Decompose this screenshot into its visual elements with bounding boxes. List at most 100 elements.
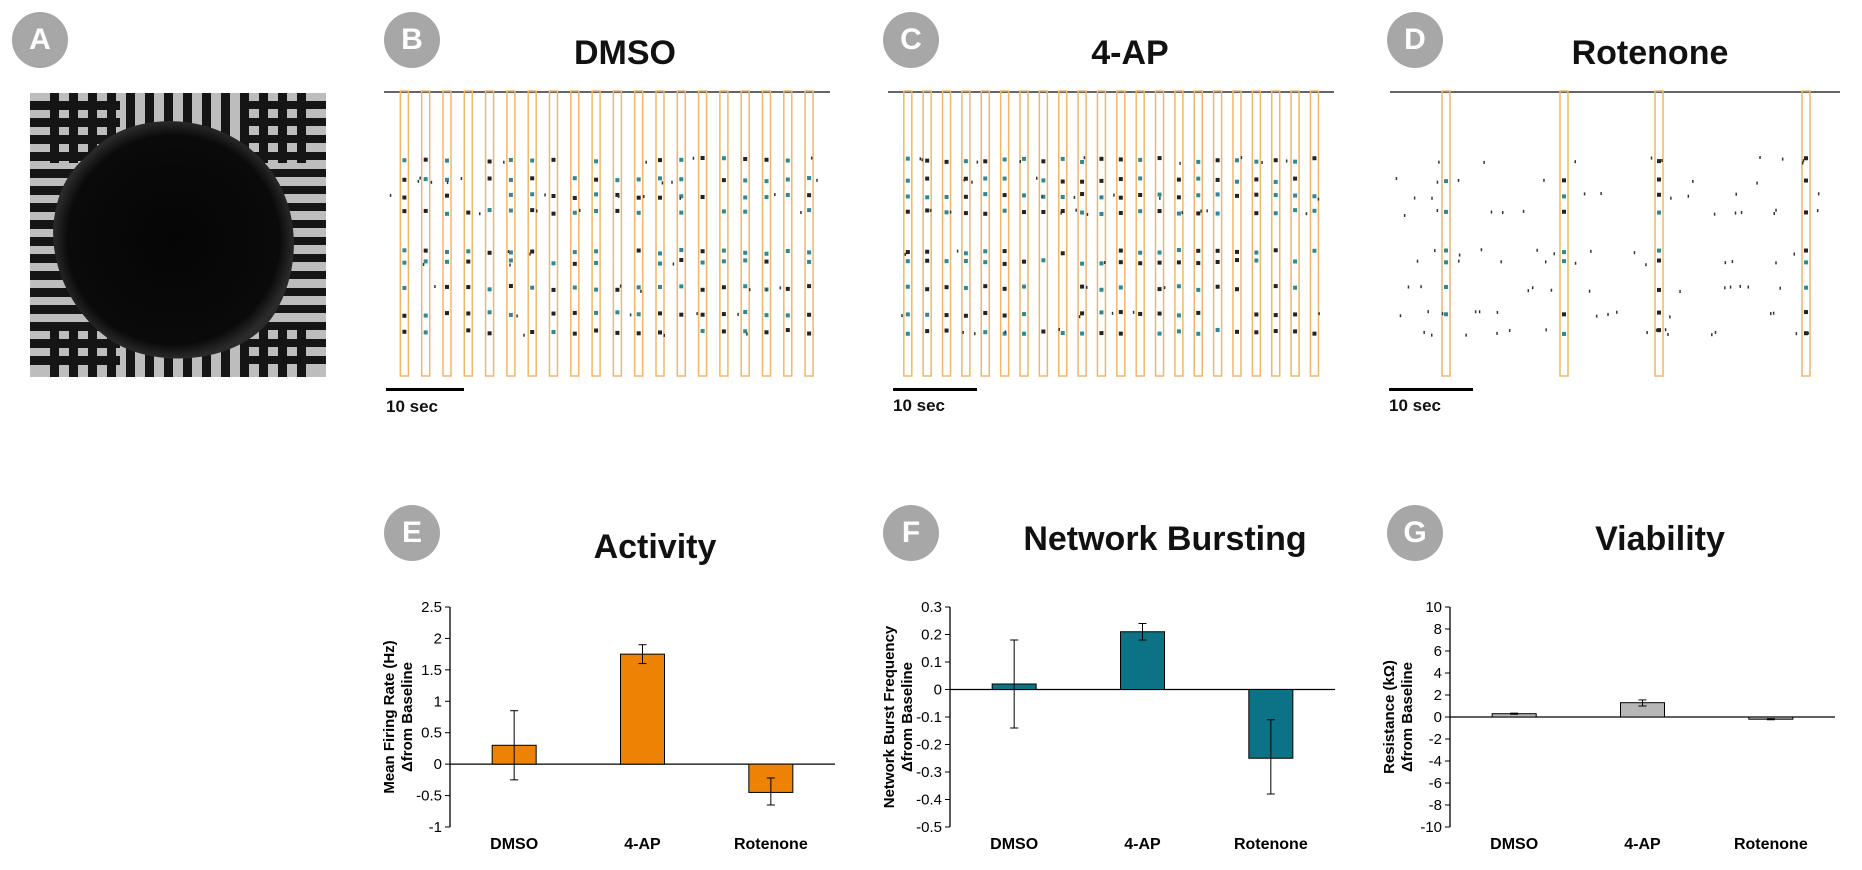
spike-cluster [466, 311, 471, 316]
spike-cluster [1118, 157, 1123, 162]
spike-cluster [594, 310, 599, 315]
spike [1240, 156, 1243, 160]
spike-cluster [1002, 286, 1007, 291]
burst-box [697, 90, 708, 377]
spike-cluster [807, 208, 812, 213]
spike-cluster [925, 287, 930, 292]
burst-box [570, 90, 580, 377]
spike-cluster [487, 159, 492, 164]
electrode-trace [297, 323, 306, 377]
spike [956, 249, 959, 253]
spike-cluster [721, 259, 726, 264]
y-tick-label: -0.1 [916, 709, 942, 726]
y-tick-label: -10 [1420, 819, 1442, 836]
spike [1073, 195, 1076, 199]
spike-cluster [1254, 330, 1259, 335]
spike [1775, 208, 1777, 212]
burst-box [804, 90, 814, 377]
y-tick-label: 1.5 [421, 662, 442, 679]
spike-cluster [1293, 329, 1298, 334]
y-tick-label: 2 [434, 630, 442, 647]
spike-cluster [743, 157, 748, 162]
category-label: 4-AP [624, 836, 661, 853]
burst-box [527, 90, 537, 377]
spike-cluster [1804, 331, 1808, 336]
spike-cluster [1293, 312, 1298, 317]
burst-box [1441, 90, 1451, 377]
spike-cluster [1293, 285, 1298, 290]
spike [1724, 261, 1727, 265]
y-tick-label: 2.5 [421, 599, 442, 616]
category-label: DMSO [490, 836, 538, 853]
spike [919, 157, 922, 161]
spike [1413, 196, 1416, 200]
spike-cluster [1234, 329, 1239, 334]
spike [1423, 330, 1425, 334]
spike-cluster [530, 208, 535, 213]
spike-cluster [1080, 159, 1085, 164]
spike [1650, 156, 1653, 160]
spike-cluster [1060, 251, 1065, 256]
spike-cluster [423, 248, 428, 253]
spike-cluster [807, 250, 812, 255]
spike-cluster [1215, 177, 1220, 182]
spike [974, 332, 976, 336]
spike-cluster [1215, 158, 1220, 163]
spike [1759, 156, 1761, 160]
bar-chart-viability: 10 8 6 4 2 0 -2 -4 -6 -8 -10 Resistance (kΩ) Δfrom B… [1381, 599, 1835, 853]
electrode-trace [50, 93, 59, 163]
spike [1583, 192, 1586, 196]
spike-cluster [1118, 260, 1123, 265]
spike [1816, 209, 1819, 213]
spike [1132, 310, 1135, 314]
category-label: 4-AP [1624, 836, 1661, 853]
spike-cluster [679, 284, 684, 289]
spike-cluster [1293, 176, 1298, 181]
spike-cluster [1196, 159, 1201, 164]
spike-cluster [594, 328, 599, 333]
bar-chart-activity: 2.5 2 1.5 1 0.5 0 -0.5 -1 Mean Firing Rate (Hz) Δ… [381, 599, 835, 853]
spike [1083, 156, 1086, 160]
spike-cluster [444, 311, 449, 316]
bar [1120, 631, 1165, 690]
spike-cluster [743, 329, 748, 334]
spike-cluster [402, 177, 407, 182]
electrode-trace [240, 169, 326, 177]
spike-cluster [466, 210, 471, 215]
spike [430, 180, 433, 184]
spike-cluster [1293, 193, 1298, 198]
spike-cluster [905, 284, 910, 289]
spike-cluster [594, 159, 599, 164]
spike-cluster [1254, 258, 1259, 263]
spike-cluster [1099, 287, 1104, 292]
spike-cluster [1444, 209, 1448, 214]
spike [1543, 178, 1545, 182]
spike-cluster [1293, 259, 1298, 264]
spike-cluster [1060, 331, 1065, 336]
spike-cluster [1444, 260, 1448, 265]
spike-cluster [1138, 250, 1143, 255]
spike-cluster [402, 260, 407, 265]
scale-label-rotenone: 10 sec [1389, 396, 1441, 415]
spike-cluster [551, 261, 556, 266]
y-axis-label: Δfrom Baseline [1399, 662, 1416, 772]
spike [1436, 180, 1439, 184]
burst-box [484, 90, 495, 377]
spike [1645, 263, 1647, 267]
spike-cluster [700, 249, 705, 254]
spike-cluster [700, 195, 705, 200]
spike [617, 194, 620, 198]
spike-cluster [487, 310, 492, 315]
spike-cluster [1254, 250, 1259, 255]
spike-cluster [636, 177, 641, 182]
spike-cluster [944, 159, 949, 164]
spike-cluster [1080, 331, 1085, 336]
category-label: Rotenone [1234, 836, 1308, 853]
spike [976, 160, 979, 164]
burst-box [676, 90, 687, 377]
spike [1775, 261, 1777, 265]
spike-cluster [785, 286, 790, 291]
spike-cluster [572, 310, 577, 315]
spike-cluster [743, 310, 748, 315]
spike-cluster [1657, 210, 1661, 215]
